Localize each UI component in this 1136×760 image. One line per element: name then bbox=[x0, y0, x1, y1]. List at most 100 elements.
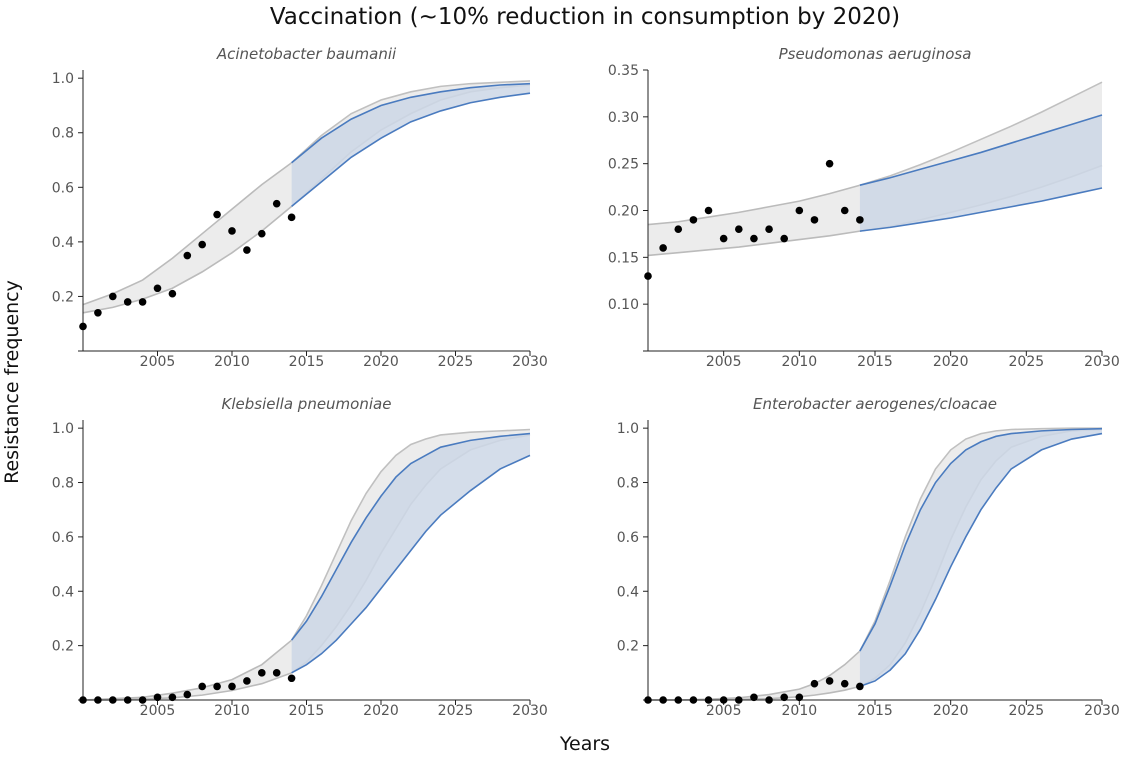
scenario-band-upper-line bbox=[859, 114, 1103, 186]
observed-point bbox=[644, 272, 652, 280]
scenario-band-group bbox=[291, 433, 530, 673]
y-tick-label: 0.4 bbox=[617, 584, 639, 600]
panels: 0.2 0.4 0.6 0.8 1.0 2005 2010 2015 2020 2025 2030 A… bbox=[52, 45, 1120, 719]
observed-point bbox=[168, 289, 177, 298]
observed-point bbox=[287, 213, 296, 222]
fit-band-lower-line bbox=[82, 205, 293, 314]
observed-point bbox=[795, 206, 804, 215]
chart-panel-4: 0.2 0.4 0.6 0.8 1.0 2005 2010 2015 2020 2025 2030 E… bbox=[617, 395, 1120, 719]
x-tick-label: 2030 bbox=[1084, 354, 1120, 370]
panel-title: Acinetobacter baumanii bbox=[216, 45, 397, 63]
observed-point bbox=[719, 696, 728, 704]
y-tick-label: 0.10 bbox=[608, 297, 639, 313]
x-tick-label: 2030 bbox=[512, 354, 548, 370]
observed-point bbox=[168, 693, 177, 702]
x-tick-label: 2010 bbox=[214, 703, 250, 719]
y-tick-label: 0.2 bbox=[617, 639, 639, 655]
observed-point bbox=[79, 322, 87, 331]
y-tick-label: 0.8 bbox=[52, 126, 74, 142]
fit-band-fill bbox=[648, 651, 860, 700]
y-tick-label: 0.8 bbox=[617, 476, 639, 492]
x-tick-label: 2025 bbox=[438, 354, 474, 370]
x-tick-label: 2030 bbox=[512, 703, 548, 719]
y-tick-label: 1.0 bbox=[617, 421, 639, 437]
y-tick-label: 0.8 bbox=[52, 476, 74, 492]
observed-point bbox=[735, 225, 743, 234]
figure-title: Vaccination (~10% reduction in consumpti… bbox=[270, 4, 900, 30]
x-tick-label: 2030 bbox=[1084, 703, 1120, 719]
x-tick-label: 2020 bbox=[933, 703, 969, 719]
observed-point bbox=[94, 309, 102, 317]
observed-point bbox=[79, 696, 87, 704]
observed-point bbox=[287, 674, 296, 683]
x-tick-label: 2025 bbox=[438, 703, 474, 719]
observed-point bbox=[198, 682, 206, 691]
observed-point bbox=[765, 696, 773, 704]
observed-point bbox=[750, 693, 758, 702]
x-tick-label: 2005 bbox=[140, 703, 176, 719]
observed-point bbox=[272, 669, 281, 677]
scenario-band-fill bbox=[859, 428, 1102, 687]
y-tick-label: 0.25 bbox=[608, 157, 639, 173]
observed-point bbox=[780, 234, 788, 243]
observed-point bbox=[765, 225, 773, 234]
y-tick-label: 0.20 bbox=[608, 204, 639, 220]
x-tick-label: 2015 bbox=[289, 703, 325, 719]
observed-point bbox=[228, 227, 236, 235]
chart-panel-2: 0.10 0.15 0.20 0.25 0.30 0.35 2005 2010 2015 2020… bbox=[608, 45, 1120, 370]
figure-y-axis-label: Resistance frequency bbox=[1, 280, 23, 484]
observed-point bbox=[228, 682, 236, 691]
observed-point bbox=[810, 216, 819, 224]
observed-point bbox=[674, 225, 683, 234]
observed-point bbox=[123, 696, 132, 704]
y-tick-label: 1.0 bbox=[52, 71, 74, 87]
observed-point bbox=[213, 210, 221, 219]
scenario-band-group bbox=[859, 428, 1102, 687]
fit-band-upper-line bbox=[82, 639, 293, 701]
observed-point bbox=[795, 693, 804, 702]
baseline-band-upper-line bbox=[291, 80, 531, 164]
observed-point bbox=[689, 696, 698, 704]
observed-point bbox=[138, 298, 147, 306]
x-tick-label: 2015 bbox=[289, 354, 325, 370]
fit-band-upper-line bbox=[647, 184, 861, 226]
observed-point bbox=[198, 240, 206, 249]
y-tick-label: 0.6 bbox=[617, 530, 639, 546]
fit-band-lower-line bbox=[647, 230, 860, 257]
baseline-band-upper-line bbox=[859, 81, 1103, 186]
y-tick-label: 0.4 bbox=[52, 235, 74, 251]
scenario-band-lower-line bbox=[291, 92, 531, 208]
scenario-band-upper-line bbox=[290, 432, 531, 641]
observed-point bbox=[183, 690, 192, 699]
observed-point bbox=[750, 234, 758, 243]
x-tick-label: 2010 bbox=[214, 354, 250, 370]
observed-point bbox=[674, 696, 683, 704]
observed-point bbox=[183, 251, 192, 260]
chart-panel-3: 0.2 0.4 0.6 0.8 1.0 2005 2010 2015 2020 2025 2030 K… bbox=[52, 395, 548, 719]
x-tick-label: 2025 bbox=[1009, 354, 1045, 370]
scenario-band-lower-line bbox=[859, 187, 1103, 232]
observed-point bbox=[243, 246, 251, 254]
observed-point bbox=[825, 159, 834, 168]
observed-point bbox=[123, 298, 132, 306]
observed-point bbox=[689, 216, 698, 224]
observed-point bbox=[138, 696, 147, 704]
observed-point bbox=[659, 244, 667, 252]
y-tick-label: 0.15 bbox=[608, 250, 639, 266]
x-tick-label: 2005 bbox=[706, 354, 742, 370]
x-tick-label: 2015 bbox=[857, 354, 893, 370]
x-tick-label: 2005 bbox=[140, 354, 176, 370]
scenario-band-fill bbox=[291, 83, 530, 207]
observed-point bbox=[109, 292, 117, 301]
observed-point bbox=[94, 696, 102, 704]
y-tick-label: 0.30 bbox=[608, 110, 639, 126]
y-tick-label: 1.0 bbox=[52, 421, 74, 437]
observed-point bbox=[213, 682, 221, 691]
scenario-band-lower-line bbox=[859, 432, 1103, 688]
fit-band-fill bbox=[83, 640, 292, 700]
y-tick-label: 0.6 bbox=[52, 180, 74, 196]
scenario-band-group bbox=[859, 114, 1102, 232]
x-tick-label: 2020 bbox=[363, 354, 399, 370]
observed-point bbox=[659, 696, 667, 704]
